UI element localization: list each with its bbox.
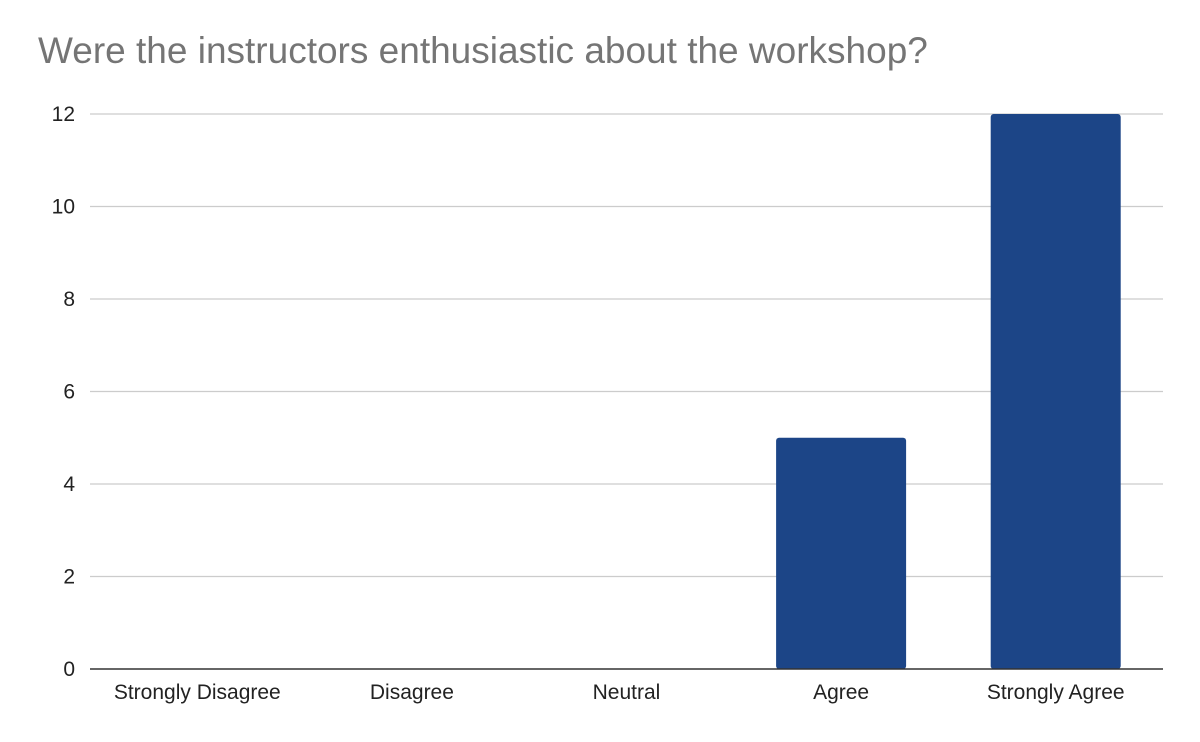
x-tick-label-strongly-agree: Strongly Agree [987,681,1125,704]
y-tick-label-4: 4 [63,473,75,496]
x-axis-category-labels: Strongly Disagree Disagree Neutral Agree Str… [114,681,1125,704]
bar-agree [776,437,907,669]
x-tick-label-agree: Agree [813,681,869,704]
y-tick-label-0: 0 [63,658,75,681]
chart-title: Were the instructors enthusiastic about … [38,30,928,71]
x-tick-label-neutral: Neutral [593,681,661,704]
y-tick-label-8: 8 [63,288,75,311]
y-tick-label-12: 12 [52,103,75,126]
y-tick-label-10: 10 [52,196,75,219]
y-tick-label-6: 6 [63,381,75,404]
bar-strongly-agree [990,114,1121,669]
y-tick-label-2: 2 [63,566,75,589]
gridlines [90,113,1163,578]
x-tick-label-disagree: Disagree [370,681,454,704]
y-axis-tick-labels: 0 2 4 6 8 10 12 [52,103,76,681]
x-tick-label-strongly-disagree: Strongly Disagree [114,681,281,704]
bars [776,114,1121,669]
